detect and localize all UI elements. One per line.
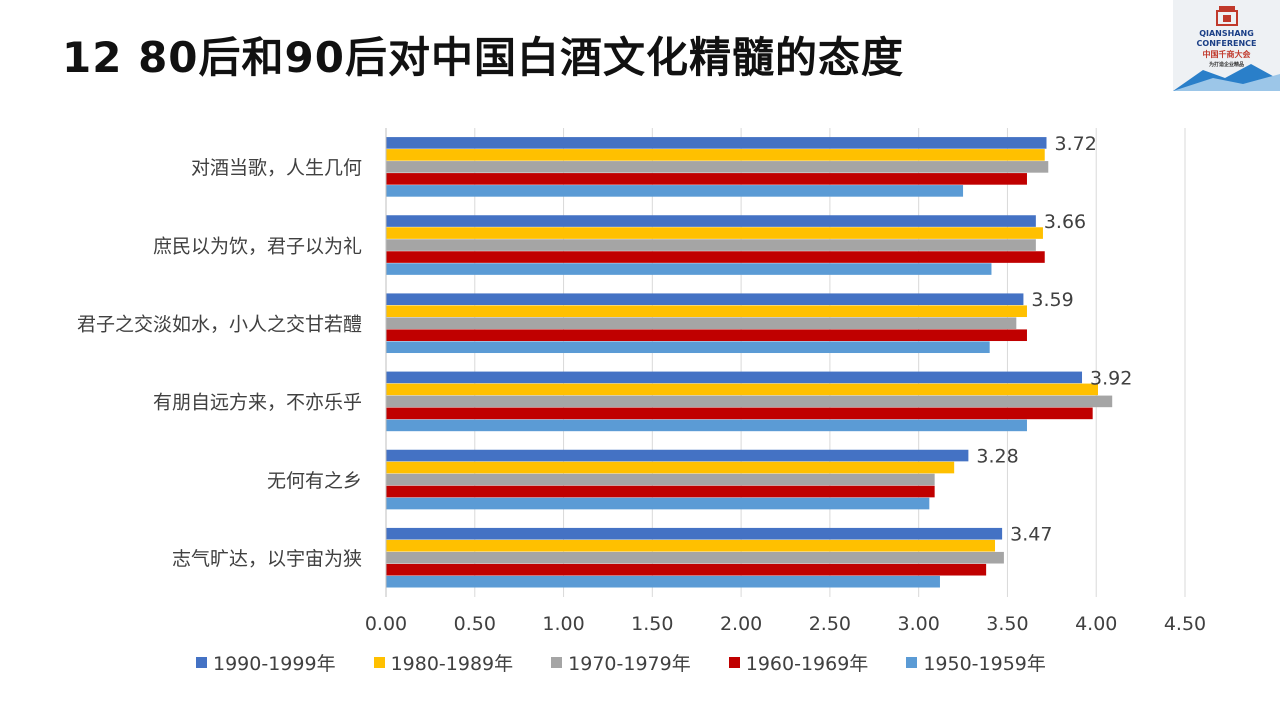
bar [386, 383, 1098, 396]
category-label: 有朋自远方来，不亦乐乎 [153, 392, 362, 414]
legend-item: 1970-1979年 [551, 649, 691, 676]
bar [386, 407, 1093, 420]
bar [386, 227, 1043, 239]
legend-item: 1990-1999年 [196, 649, 336, 676]
bar [386, 419, 1027, 432]
logo-line-3: 中国千商大会 [1202, 50, 1251, 59]
data-label: 3.66 [1044, 211, 1086, 233]
x-tick-label: 1.00 [542, 613, 584, 635]
bar [386, 185, 964, 197]
bar [386, 293, 1024, 306]
bar [386, 137, 1047, 149]
x-tick-label: 0.50 [454, 613, 496, 635]
data-label: 3.59 [1031, 289, 1073, 311]
bar [386, 527, 1003, 540]
bar [386, 575, 940, 588]
bar [386, 473, 935, 486]
bar [386, 329, 1027, 342]
bar [386, 341, 990, 354]
category-label: 无何有之乡 [267, 470, 362, 492]
x-tick-label: 4.50 [1164, 613, 1206, 635]
bar [386, 497, 930, 510]
x-tick-label: 2.50 [809, 613, 851, 635]
category-label: 志气旷达，以宇宙为狭 [172, 548, 362, 570]
legend-label: 1960-1969年 [745, 653, 869, 675]
bar [386, 239, 1036, 251]
legend-label: 1990-1999年 [213, 653, 336, 675]
x-tick-label: 1.50 [631, 613, 673, 635]
legend-swatch [551, 657, 563, 668]
category-label: 君子之交淡如水，小人之交甘若醴 [77, 313, 362, 335]
bar [386, 305, 1027, 318]
bar [386, 563, 987, 576]
bar [386, 449, 969, 462]
logo-emblem-icon [1173, 6, 1280, 91]
legend-swatch [373, 657, 385, 668]
bar [386, 251, 1045, 263]
legend-item: 1950-1959年 [906, 649, 1046, 676]
legend-label: 1980-1989年 [390, 653, 514, 675]
qianshang-conference-logo: QIANSHANG CONFERENCE 中国千商大会 为打造企业精品 [1173, 0, 1280, 91]
bar [386, 149, 1045, 161]
x-tick-label: 3.00 [898, 613, 940, 635]
x-tick-label: 4.00 [1075, 613, 1117, 635]
legend-item: 1960-1969年 [728, 649, 869, 676]
category-label: 对酒当歌，人生几何 [191, 157, 362, 179]
bar [386, 263, 992, 275]
legend-swatch [906, 657, 918, 668]
bar [386, 395, 1113, 408]
logo-line-1: QIANSHANG [1199, 29, 1254, 38]
x-tick-label: 2.00 [720, 613, 762, 635]
data-label: 3.47 [1010, 524, 1052, 546]
data-label: 3.28 [976, 446, 1018, 468]
data-label: 3.72 [1055, 133, 1097, 155]
legend-swatch [196, 657, 207, 668]
logo-line-2: CONFERENCE [1196, 39, 1257, 48]
bar [386, 551, 1004, 564]
bar [386, 161, 1049, 173]
x-tick-label: 3.50 [986, 613, 1028, 635]
page-title: 12 80后和90后对中国白酒文化精髓的态度 [62, 33, 904, 82]
bar [386, 173, 1027, 185]
chart-legend: 1990-1999年 1980-1989年 1970-1979年 1960-1969年… [196, 649, 1084, 676]
bar [386, 461, 955, 474]
data-label: 3.92 [1090, 367, 1132, 389]
bar [386, 371, 1083, 384]
category-label: 庶民以为饮，君子以为礼 [153, 235, 362, 257]
bar [386, 539, 996, 552]
logo-line-4: 为打造企业精品 [1208, 62, 1244, 68]
legend-label: 1950-1959年 [923, 653, 1046, 675]
legend-item: 1980-1989年 [373, 649, 514, 676]
x-tick-label: 0.00 [365, 613, 407, 635]
legend-label: 1970-1979年 [568, 653, 691, 675]
legend-swatch [728, 657, 740, 668]
bar [386, 317, 1017, 330]
bar [386, 215, 1036, 227]
bar [386, 485, 935, 498]
